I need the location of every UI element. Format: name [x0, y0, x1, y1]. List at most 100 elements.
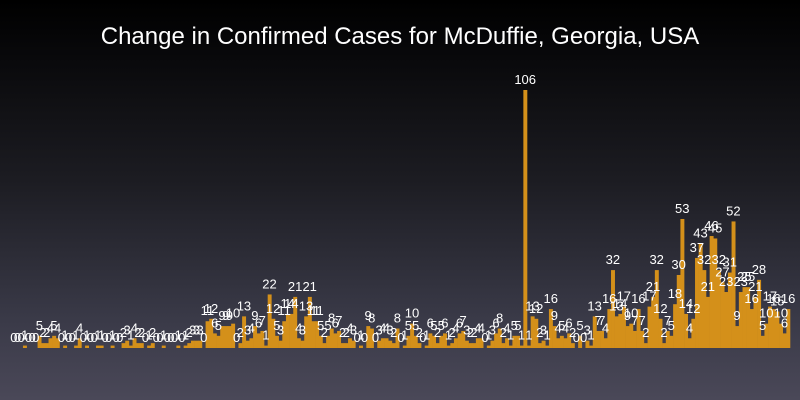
bar [742, 287, 747, 348]
data-label: 5 [273, 318, 280, 333]
bar [428, 333, 433, 348]
data-label: 3 [277, 323, 284, 338]
bar [402, 345, 407, 348]
bar [220, 326, 225, 348]
data-label: 2 [186, 325, 193, 340]
bar [37, 335, 42, 348]
bar [300, 340, 305, 348]
data-label: 0 [28, 330, 35, 345]
data-label: 0 [25, 330, 32, 345]
bar [611, 270, 615, 348]
bar [523, 90, 528, 348]
bar [128, 345, 133, 348]
data-label: 3 [244, 323, 251, 338]
bar [472, 343, 477, 348]
data-label: 4 [478, 320, 485, 335]
data-label: 32 [649, 252, 663, 267]
bar [322, 343, 327, 348]
data-label: 0 [354, 330, 361, 345]
data-label: 1 [507, 328, 514, 343]
bar [505, 338, 510, 348]
bar [640, 330, 645, 348]
data-label: 6 [781, 315, 788, 330]
data-label: 45 [708, 220, 722, 235]
bar [194, 340, 199, 348]
data-label: 2 [134, 325, 141, 340]
data-label: 43 [693, 225, 707, 240]
data-label: 0 [200, 330, 207, 345]
data-label: 10 [405, 306, 419, 321]
bar [501, 343, 506, 348]
data-label: 4 [503, 320, 510, 335]
data-label: 5 [759, 318, 766, 333]
bar [516, 335, 521, 348]
data-label: 2 [39, 325, 46, 340]
data-label: 21 [288, 279, 302, 294]
bar [227, 326, 232, 348]
bar [413, 335, 418, 348]
bar [508, 345, 513, 348]
bar [629, 323, 634, 348]
data-label: 3 [584, 323, 591, 338]
data-label: 32 [712, 252, 726, 267]
data-label: 10 [774, 306, 788, 321]
bar [278, 340, 283, 348]
data-label: 13 [237, 298, 251, 313]
data-label: 0 [18, 330, 25, 345]
bar [435, 343, 440, 348]
data-label: 16 [781, 291, 795, 306]
bar [333, 333, 338, 348]
bar [380, 338, 385, 348]
data-label: 1 [175, 328, 182, 343]
bar [669, 335, 674, 348]
data-label: 1 [518, 328, 525, 343]
bar [695, 257, 699, 348]
data-label: 0 [153, 330, 160, 345]
data-label: 16 [766, 291, 780, 306]
data-label: 31 [722, 255, 736, 270]
data-label: 7 [631, 313, 638, 328]
data-label: 0 [167, 330, 174, 345]
data-label: 11 [307, 303, 321, 318]
bar [209, 318, 214, 348]
bar [304, 316, 309, 348]
data-label: 5 [668, 318, 675, 333]
bar [494, 333, 499, 348]
bar [260, 330, 265, 348]
bar [724, 292, 729, 348]
bar [44, 343, 49, 348]
data-label: 53 [675, 201, 689, 216]
data-label: 5 [430, 318, 437, 333]
data-label: 8 [328, 311, 335, 326]
bar [468, 343, 473, 348]
data-label: 10 [759, 306, 773, 321]
bar [231, 323, 236, 348]
data-label: 0 [116, 330, 123, 345]
data-label: 0 [10, 330, 17, 345]
bar [782, 333, 787, 348]
data-label: 25 [741, 269, 755, 284]
bar [139, 343, 144, 348]
data-label: 1 [72, 328, 79, 343]
bar [746, 287, 751, 348]
bar [223, 326, 228, 348]
data-label: 23 [733, 274, 747, 289]
data-label: 7 [638, 313, 645, 328]
bar [621, 306, 626, 348]
data-label: 2 [642, 325, 649, 340]
bar [727, 272, 732, 348]
data-label: 2 [470, 325, 477, 340]
data-label: 0 [32, 330, 39, 345]
data-label: 9 [222, 308, 229, 323]
bar [603, 338, 608, 348]
data-label: 8 [368, 311, 375, 326]
bar [432, 335, 436, 348]
data-label: 8 [394, 311, 401, 326]
bar [99, 345, 104, 348]
bar [359, 345, 363, 348]
data-label: 5 [438, 318, 445, 333]
bar [662, 343, 667, 348]
data-label: 1 [182, 328, 189, 343]
bar [570, 343, 575, 348]
data-label: 1 [262, 328, 269, 343]
